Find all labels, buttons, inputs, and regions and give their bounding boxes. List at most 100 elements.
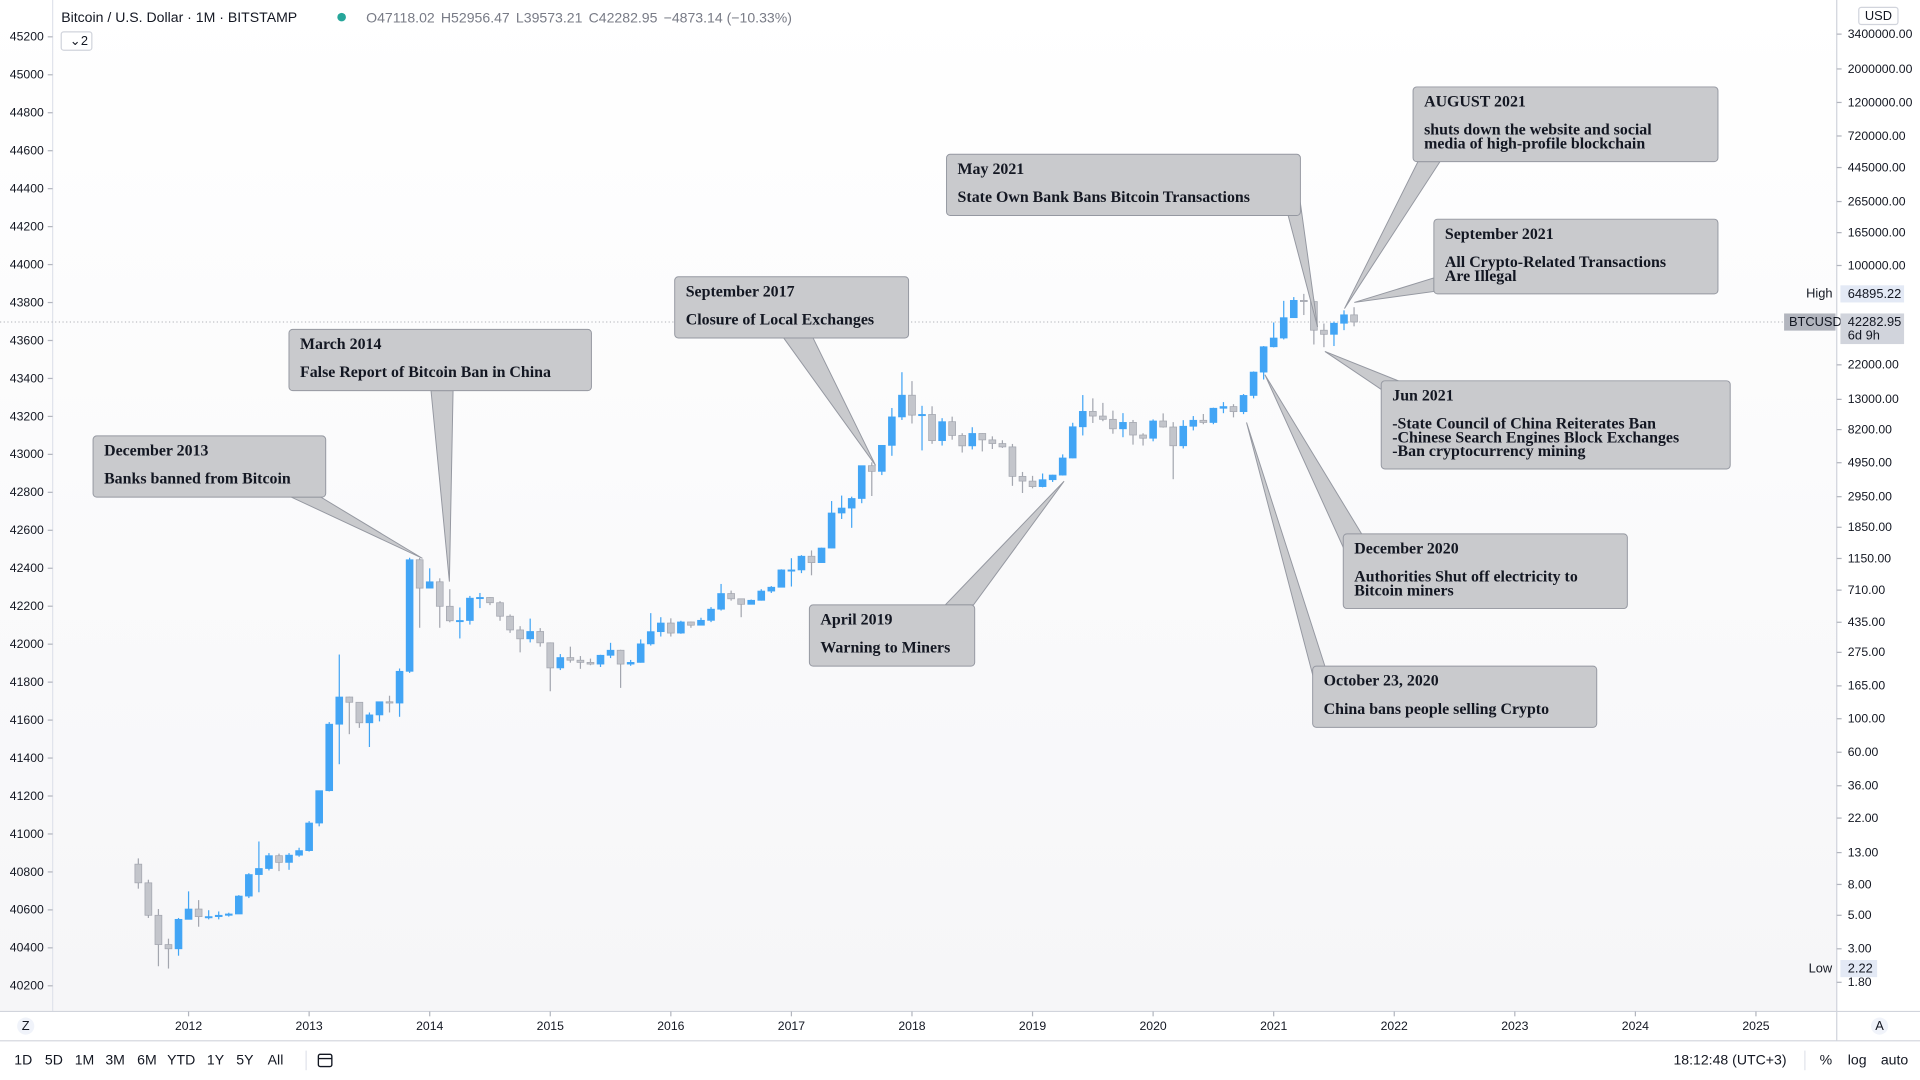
y-tick-label: 165.00 <box>1848 679 1886 693</box>
y-tick-label: 22.00 <box>1848 811 1879 825</box>
high-value: 64895.22 <box>1848 286 1902 301</box>
y-tick-label: 100.00 <box>1848 712 1886 726</box>
candle-body <box>1109 418 1117 430</box>
range-button[interactable]: 1M <box>75 1052 95 1068</box>
x-tick-label: 2022 <box>1381 1019 1408 1033</box>
candle-body <box>596 654 605 665</box>
range-button[interactable]: All <box>268 1052 284 1068</box>
callout-text: -Chinese Search Engines Block Exchanges <box>1392 429 1679 446</box>
callout-title: October 23, 2020 <box>1324 673 1439 690</box>
scale-button[interactable] <box>17 1017 35 1035</box>
range-button[interactable]: YTD <box>167 1052 195 1068</box>
candle-body <box>1340 314 1348 324</box>
candle-body <box>556 657 565 669</box>
y2-tick-label: 40800 <box>10 865 44 879</box>
range-button[interactable]: 6M <box>137 1052 157 1068</box>
candle-body <box>184 908 193 920</box>
y2-tick-label: 45000 <box>10 68 44 82</box>
y2-tick-label: 42200 <box>10 599 44 613</box>
candle-body <box>1239 395 1248 413</box>
callout-text: State Own Bank Bans Bitcoin Transactions <box>958 189 1250 206</box>
price-box <box>1840 313 1905 345</box>
callout-box <box>1412 86 1719 163</box>
candle-body <box>134 863 143 884</box>
y2-tick-label: 42000 <box>10 637 44 651</box>
candles <box>0 293 1837 969</box>
candle-body <box>978 433 987 441</box>
y2-tick-label: 40200 <box>10 979 44 993</box>
callout-title: March 2014 <box>300 336 381 353</box>
clock[interactable]: 18:12:48 (UTC+3) <box>1673 1052 1786 1068</box>
candle-body <box>456 620 464 623</box>
candle-body <box>777 569 786 588</box>
callout-text: Warning to Miners <box>820 640 950 657</box>
y-tick-label: 445000.00 <box>1848 160 1906 174</box>
y-tick-label: 22000.00 <box>1848 358 1899 372</box>
x-tick-label: 2018 <box>898 1019 925 1033</box>
candle-body <box>425 581 434 589</box>
candle-body <box>616 649 625 665</box>
y-tick-label: 1.80 <box>1848 975 1872 989</box>
range-button[interactable]: 1Y <box>207 1052 225 1068</box>
ohlc-value: 47118.02 <box>377 9 435 25</box>
range-button[interactable]: 5D <box>45 1052 63 1068</box>
candle-body <box>747 599 756 605</box>
y2-tick-label: 44600 <box>10 144 44 158</box>
auto-scale-button[interactable] <box>1871 1017 1889 1035</box>
candle-body <box>446 605 454 622</box>
candle-body <box>1119 422 1127 430</box>
calendar-icon <box>317 1053 333 1068</box>
candle-body <box>435 581 444 607</box>
candle-body <box>908 394 916 416</box>
candle-body <box>566 657 575 661</box>
candle-body <box>998 443 1007 448</box>
indicator-toggle[interactable] <box>60 31 93 51</box>
high-caption: High <box>1806 285 1832 300</box>
y2-tick-label: 44800 <box>10 106 44 120</box>
candle-body <box>204 916 213 919</box>
callout-text: shuts down the website and social <box>1424 122 1652 139</box>
y-tick-label: 13.00 <box>1848 845 1879 859</box>
y-tick-label: 2950.00 <box>1848 490 1892 504</box>
candle-body <box>546 642 555 669</box>
candle-body <box>355 701 364 724</box>
x-tick-label: 2019 <box>1019 1019 1046 1033</box>
candle-body <box>224 913 233 916</box>
y2-tick-label: 40400 <box>10 941 44 955</box>
candle-body <box>938 421 946 442</box>
candle-body <box>606 649 615 656</box>
date-range-icon[interactable] <box>317 1053 333 1068</box>
range-button[interactable]: 1D <box>14 1052 32 1068</box>
log-toggle[interactable]: log <box>1848 1052 1867 1068</box>
low-value: 2.22 <box>1848 961 1873 976</box>
candle-body <box>717 593 725 610</box>
y-tick-label: 275.00 <box>1848 645 1886 659</box>
candle-body <box>415 559 424 589</box>
candle-body <box>365 714 374 724</box>
candle-body <box>1269 337 1278 348</box>
candle-body <box>295 850 303 856</box>
ohlc-letter: L <box>516 9 524 25</box>
x-tick-label: 2014 <box>416 1019 443 1033</box>
ohlc-letter: O <box>366 9 377 25</box>
y-tick-label: 435.00 <box>1848 615 1886 629</box>
auto-toggle[interactable]: auto <box>1881 1052 1909 1068</box>
candle-body <box>737 598 745 605</box>
candle-body <box>1219 406 1228 409</box>
percent-toggle[interactable]: % <box>1820 1052 1833 1068</box>
candle-body <box>265 855 273 869</box>
countdown: 6d 9h <box>1848 328 1880 343</box>
callout-text: Bitcoin miners <box>1354 582 1453 599</box>
candle-body <box>1229 406 1238 413</box>
callout-box <box>674 276 910 339</box>
candle-body <box>918 414 926 417</box>
ohlc-letter: C <box>589 9 599 25</box>
candle-body <box>385 701 394 704</box>
x-tick-label: 2013 <box>296 1019 323 1033</box>
range-button[interactable]: 3M <box>105 1052 125 1068</box>
candle-body <box>787 569 796 572</box>
currency-button[interactable] <box>1858 6 1899 26</box>
candle-body <box>857 465 866 499</box>
range-button[interactable]: 5Y <box>236 1052 254 1068</box>
candle-body <box>948 421 956 436</box>
